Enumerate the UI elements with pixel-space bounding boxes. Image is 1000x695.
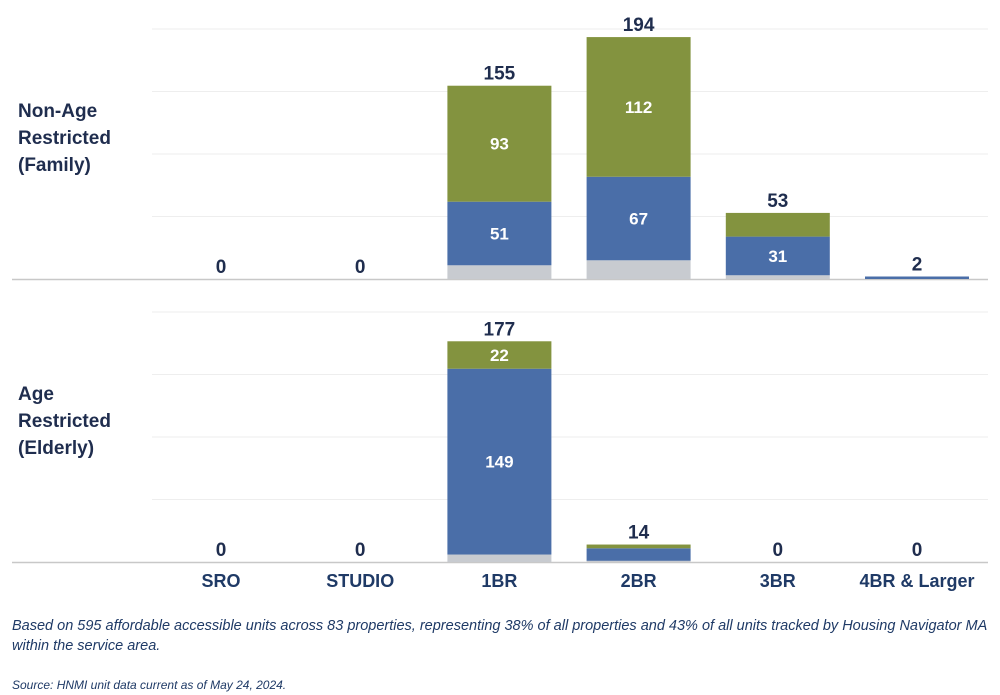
bar-segment-blue bbox=[447, 201, 552, 266]
total-label: 194 bbox=[623, 15, 655, 36]
total-label: 2 bbox=[912, 255, 923, 276]
segment-label: 22 bbox=[490, 346, 509, 365]
total-label: 0 bbox=[355, 257, 366, 278]
bar-segment-green bbox=[586, 544, 691, 549]
panel-label-line: (Elderly) bbox=[18, 438, 95, 459]
total-label: 0 bbox=[355, 540, 366, 561]
category-label: STUDIO bbox=[326, 571, 394, 591]
category-label: 1BR bbox=[481, 571, 517, 591]
category-label: SRO bbox=[201, 571, 240, 591]
bar-segment-gray bbox=[447, 265, 552, 279]
source-note: Source: HNMI unit data current as of May… bbox=[12, 678, 287, 692]
bar-segment-blue bbox=[586, 176, 691, 261]
total-label: 0 bbox=[216, 257, 227, 278]
panel-label-line: Restricted bbox=[18, 411, 111, 432]
panel-label-line: Non-Age bbox=[18, 101, 98, 122]
total-label: 53 bbox=[767, 191, 788, 212]
category-label: 4BR & Larger bbox=[859, 571, 974, 591]
bar-segment-blue bbox=[447, 368, 552, 555]
bar-segment-gray bbox=[725, 275, 830, 279]
category-label: 2BR bbox=[621, 571, 657, 591]
total-label: 177 bbox=[484, 319, 516, 340]
bar-segment-gray bbox=[447, 554, 552, 562]
total-label: 0 bbox=[912, 540, 923, 561]
segment-label: 93 bbox=[490, 135, 509, 154]
panel-label-line: Age bbox=[18, 384, 54, 405]
bar-segment-green bbox=[447, 85, 552, 202]
panel-label-elderly: Age Restricted (Elderly) bbox=[18, 381, 111, 462]
segment-label: 149 bbox=[485, 453, 513, 472]
bar-segment-green bbox=[586, 37, 691, 177]
bar-segment-gray bbox=[586, 260, 691, 279]
segment-label: 31 bbox=[768, 247, 787, 266]
panel-label-line: (Family) bbox=[18, 155, 91, 176]
bar-segment-blue bbox=[725, 236, 830, 276]
panel-label-line: Restricted bbox=[18, 128, 111, 149]
chart: 0 0 51 93 155 67 112 194 31 53 2 0 0 149 22 177 14 0 0 SRO S… bbox=[12, 15, 988, 591]
panel-label-family: Non-Age Restricted (Family) bbox=[18, 98, 111, 179]
total-label: 0 bbox=[773, 540, 784, 561]
bar-segment-gray bbox=[586, 560, 691, 562]
footnote: Based on 595 affordable accessible units… bbox=[12, 618, 987, 654]
segment-label: 67 bbox=[629, 210, 648, 229]
total-label: 155 bbox=[484, 64, 516, 85]
segment-label: 112 bbox=[625, 98, 652, 117]
segment-label: 51 bbox=[490, 224, 509, 243]
bar-segment-green bbox=[447, 341, 552, 369]
bar-segment-green bbox=[725, 212, 830, 237]
bar-segment-blue bbox=[865, 276, 969, 279]
total-label: 14 bbox=[628, 523, 650, 544]
category-label: 3BR bbox=[760, 571, 796, 591]
bar-segment-blue bbox=[586, 548, 691, 561]
total-label: 0 bbox=[216, 540, 227, 561]
